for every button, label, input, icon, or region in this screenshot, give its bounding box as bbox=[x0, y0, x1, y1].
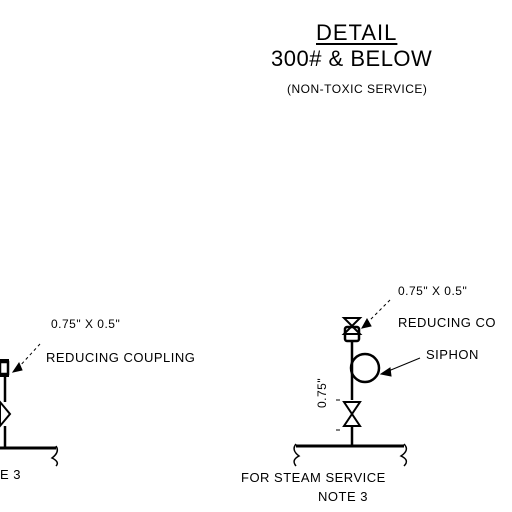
right-instrument-assembly bbox=[293, 299, 421, 467]
left-instrument-assembly bbox=[0, 343, 59, 467]
right-root-valve bbox=[342, 401, 362, 427]
pressure-class-subtitle: 300# & BELOW bbox=[271, 46, 433, 71]
siphon-loop bbox=[349, 352, 381, 384]
right-size-label: 0.75" X 0.5" bbox=[398, 284, 468, 298]
steam-service-label: FOR STEAM SERVICE bbox=[241, 470, 386, 485]
left-leader-arrowhead bbox=[11, 361, 23, 373]
right-coupling-leader bbox=[367, 299, 391, 323]
left-leader-line bbox=[17, 343, 41, 369]
left-valve bbox=[0, 400, 12, 428]
top-needle-valve bbox=[341, 317, 363, 335]
service-type-note: (NON-TOXIC SERVICE) bbox=[287, 82, 428, 96]
siphon-label: SIPHON bbox=[426, 347, 479, 362]
siphon-arrowhead bbox=[379, 367, 392, 377]
left-header-break bbox=[50, 445, 59, 467]
left-coupling bbox=[0, 360, 10, 376]
right-coupling-arrowhead bbox=[361, 317, 372, 329]
siphon-leader bbox=[385, 357, 421, 373]
left-size-label: 0.75" X 0.5" bbox=[51, 317, 121, 331]
right-fitting-label: REDUCING CO bbox=[398, 315, 496, 330]
right-note-label: NOTE 3 bbox=[318, 489, 368, 504]
left-fitting-label: REDUCING COUPLING bbox=[46, 350, 196, 365]
right-header-break-right bbox=[399, 443, 408, 467]
detail-title: DETAIL bbox=[316, 20, 398, 45]
left-note-fragment: E 3 bbox=[0, 467, 22, 482]
right-header-break-left bbox=[293, 443, 301, 467]
